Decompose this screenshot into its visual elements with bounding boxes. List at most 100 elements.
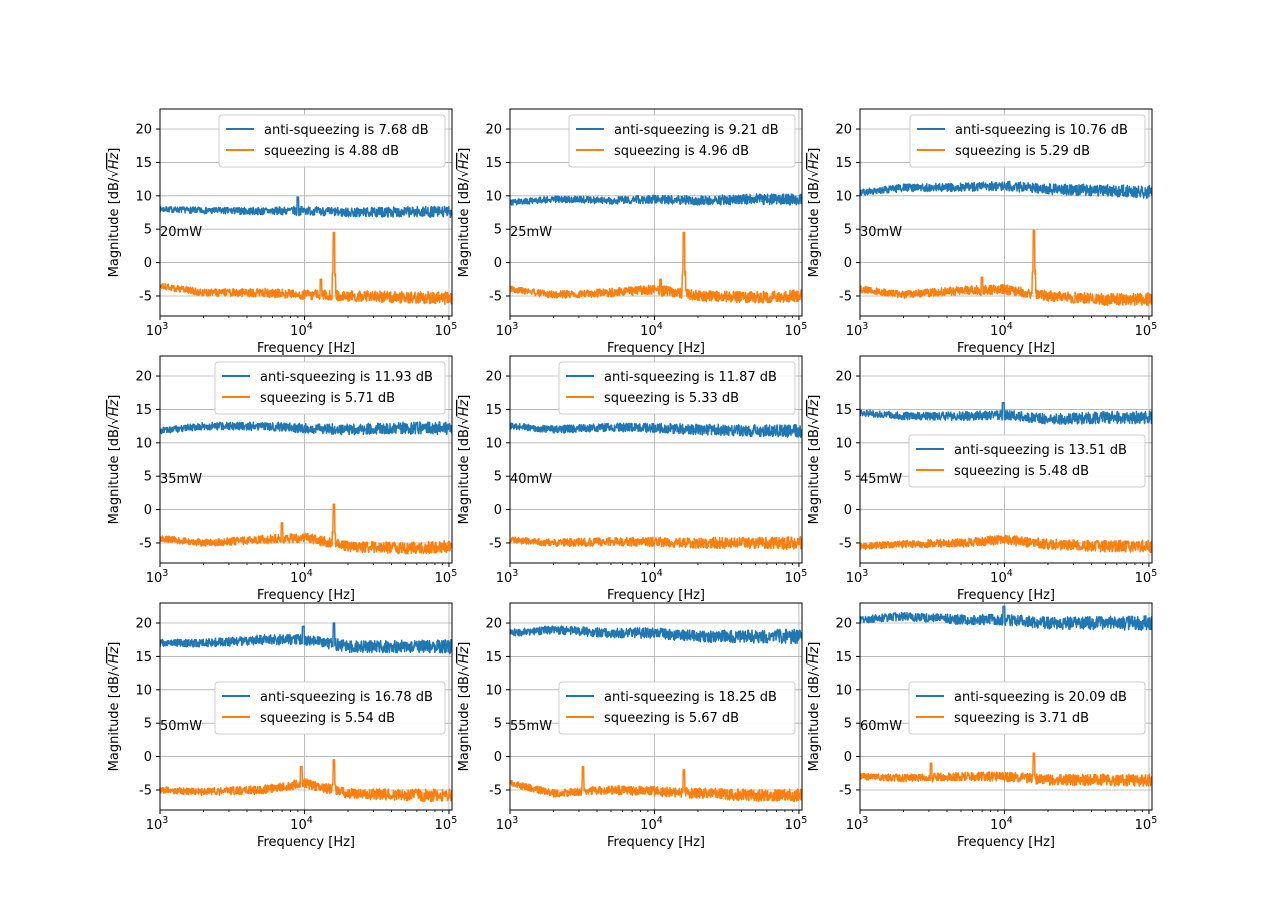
y-tick-label: 20 xyxy=(835,123,852,138)
x-axis-label: Frequency [Hz] xyxy=(257,588,355,603)
y-tick-label: 20 xyxy=(485,370,502,385)
svg-text:Magnitude [dB/√Hz]: Magnitude [dB/√Hz] xyxy=(457,148,472,278)
plot-area xyxy=(160,421,452,555)
x-tick-label: 105 xyxy=(435,815,458,833)
y-tick-label: 5 xyxy=(844,717,852,732)
x-axis-label: Frequency [Hz] xyxy=(607,341,705,356)
legend-entry: squeezing is 5.48 dB xyxy=(954,464,1089,479)
x-axis-label: Frequency [Hz] xyxy=(257,835,355,850)
x-tick-label: 104 xyxy=(290,815,313,833)
y-tick-label: -5 xyxy=(839,536,852,551)
x-tick-label: 104 xyxy=(640,815,663,833)
y-axis-label: Magnitude [dB/√Hz] xyxy=(107,395,122,525)
y-axis-label: Magnitude [dB/√Hz] xyxy=(807,148,822,278)
anti-squeezing-line xyxy=(510,422,802,438)
svg-text:Magnitude [dB/√Hz]: Magnitude [dB/√Hz] xyxy=(457,642,472,772)
legend: anti-squeezing is 20.09 dB squeezing is 3… xyxy=(908,681,1146,735)
legend-entry: anti-squeezing is 7.68 dB xyxy=(264,123,429,138)
subplot-35mW: -5 0 5 10 15 20 103 104 105 Frequency [Hz] Magnitu… xyxy=(107,355,458,603)
x-tick-label: 105 xyxy=(785,568,808,586)
legend-box xyxy=(558,361,796,415)
y-tick-label: 10 xyxy=(835,683,852,698)
power-label: 25mW xyxy=(510,225,552,240)
anti-squeezing-line xyxy=(860,605,1152,631)
legend-entry: squeezing is 4.88 dB xyxy=(264,144,399,159)
axes-frame xyxy=(159,602,453,811)
svg-text:Magnitude [dB/√Hz]: Magnitude [dB/√Hz] xyxy=(107,395,122,525)
x-tick-label: 103 xyxy=(496,321,519,339)
subplot-60mW: -5 0 5 10 15 20 103 104 105 Frequency [Hz] Magnitu… xyxy=(807,602,1158,850)
y-tick-label: -5 xyxy=(139,536,152,551)
y-tick-label: 10 xyxy=(485,683,502,698)
legend-entry: squeezing is 5.67 dB xyxy=(604,711,739,726)
power-label: 45mW xyxy=(860,472,902,487)
power-label: 35mW xyxy=(160,472,202,487)
subplot-20mW: -5 0 5 10 15 20 103 104 105 Frequency [Hz] Magnitu… xyxy=(107,108,458,356)
legend: anti-squeezing is 9.21 dB squeezing is 4.… xyxy=(568,114,796,168)
anti-squeezing-line xyxy=(860,180,1152,199)
y-tick-label: 10 xyxy=(835,189,852,204)
y-tick-label: 10 xyxy=(135,436,152,451)
x-tick-label: 103 xyxy=(496,568,519,586)
x-tick-label: 105 xyxy=(435,568,458,586)
squeezing-line xyxy=(860,229,1152,307)
legend-entry: anti-squeezing is 18.25 dB xyxy=(604,690,777,705)
y-tick-label: 5 xyxy=(844,470,852,485)
plot-area xyxy=(160,196,452,305)
power-label: 30mW xyxy=(860,225,902,240)
y-tick-label: 0 xyxy=(844,503,852,518)
x-tick-label: 105 xyxy=(1135,568,1158,586)
axes-frame xyxy=(859,602,1153,811)
x-tick-label: 105 xyxy=(785,815,808,833)
y-tick-label: 5 xyxy=(494,717,502,732)
legend-box xyxy=(568,114,796,168)
y-tick-label: 0 xyxy=(844,750,852,765)
squeezing-line xyxy=(510,765,802,803)
power-label: 60mW xyxy=(860,719,902,734)
x-tick-label: 105 xyxy=(435,321,458,339)
legend-entry: squeezing is 3.71 dB xyxy=(954,711,1089,726)
svg-text:Magnitude [dB/√Hz]: Magnitude [dB/√Hz] xyxy=(107,148,122,278)
svg-text:Magnitude [dB/√Hz]: Magnitude [dB/√Hz] xyxy=(807,395,822,525)
plot-area xyxy=(510,193,802,304)
svg-text:Magnitude [dB/√Hz]: Magnitude [dB/√Hz] xyxy=(457,395,472,525)
legend: anti-squeezing is 18.25 dB squeezing is 5… xyxy=(558,681,796,735)
y-tick-label: 0 xyxy=(494,256,502,271)
y-tick-label: 5 xyxy=(144,470,152,485)
legend-box xyxy=(558,681,796,735)
anti-squeezing-line xyxy=(160,622,452,655)
y-tick-label: 0 xyxy=(144,503,152,518)
y-tick-label: 15 xyxy=(135,403,152,418)
y-tick-label: -5 xyxy=(489,289,502,304)
y-tick-label: 20 xyxy=(135,370,152,385)
legend-entry: squeezing is 5.33 dB xyxy=(604,391,739,406)
x-tick-label: 105 xyxy=(785,321,808,339)
subplot-55mW: -5 0 5 10 15 20 103 104 105 Frequency [Hz] Magnitu… xyxy=(457,602,808,850)
x-tick-label: 103 xyxy=(846,815,869,833)
y-tick-label: 0 xyxy=(844,256,852,271)
y-tick-label: 5 xyxy=(144,717,152,732)
legend-box xyxy=(909,114,1146,168)
legend-entry: anti-squeezing is 16.78 dB xyxy=(260,690,433,705)
legend: anti-squeezing is 16.78 dB squeezing is 5… xyxy=(214,681,446,735)
x-axis-label: Frequency [Hz] xyxy=(957,341,1055,356)
plot-area xyxy=(160,622,452,803)
legend-entry: anti-squeezing is 13.51 dB xyxy=(954,443,1127,458)
x-axis-label: Frequency [Hz] xyxy=(607,588,705,603)
axes-frame xyxy=(159,355,453,564)
subplot-30mW: -5 0 5 10 15 20 103 104 105 Frequency [Hz] Magnitu… xyxy=(807,108,1157,356)
svg-text:Magnitude [dB/√Hz]: Magnitude [dB/√Hz] xyxy=(807,642,822,772)
squeezing-line xyxy=(860,752,1152,787)
y-axis-label: Magnitude [dB/√Hz] xyxy=(107,642,122,772)
legend-entry: squeezing is 5.54 dB xyxy=(260,711,395,726)
svg-text:Magnitude [dB/√Hz]: Magnitude [dB/√Hz] xyxy=(807,148,822,278)
y-axis-label: Magnitude [dB/√Hz] xyxy=(457,642,472,772)
axes-frame xyxy=(859,355,1153,564)
power-label: 40mW xyxy=(510,472,552,487)
y-tick-label: 10 xyxy=(135,683,152,698)
x-axis-label: Frequency [Hz] xyxy=(257,341,355,356)
x-tick-label: 105 xyxy=(1135,815,1158,833)
svg-text:Magnitude [dB/√Hz]: Magnitude [dB/√Hz] xyxy=(107,642,122,772)
power-label: 55mW xyxy=(510,719,552,734)
subplot-45mW: -5 0 5 10 15 20 103 104 105 Frequency [Hz] Magnitu… xyxy=(807,355,1158,603)
